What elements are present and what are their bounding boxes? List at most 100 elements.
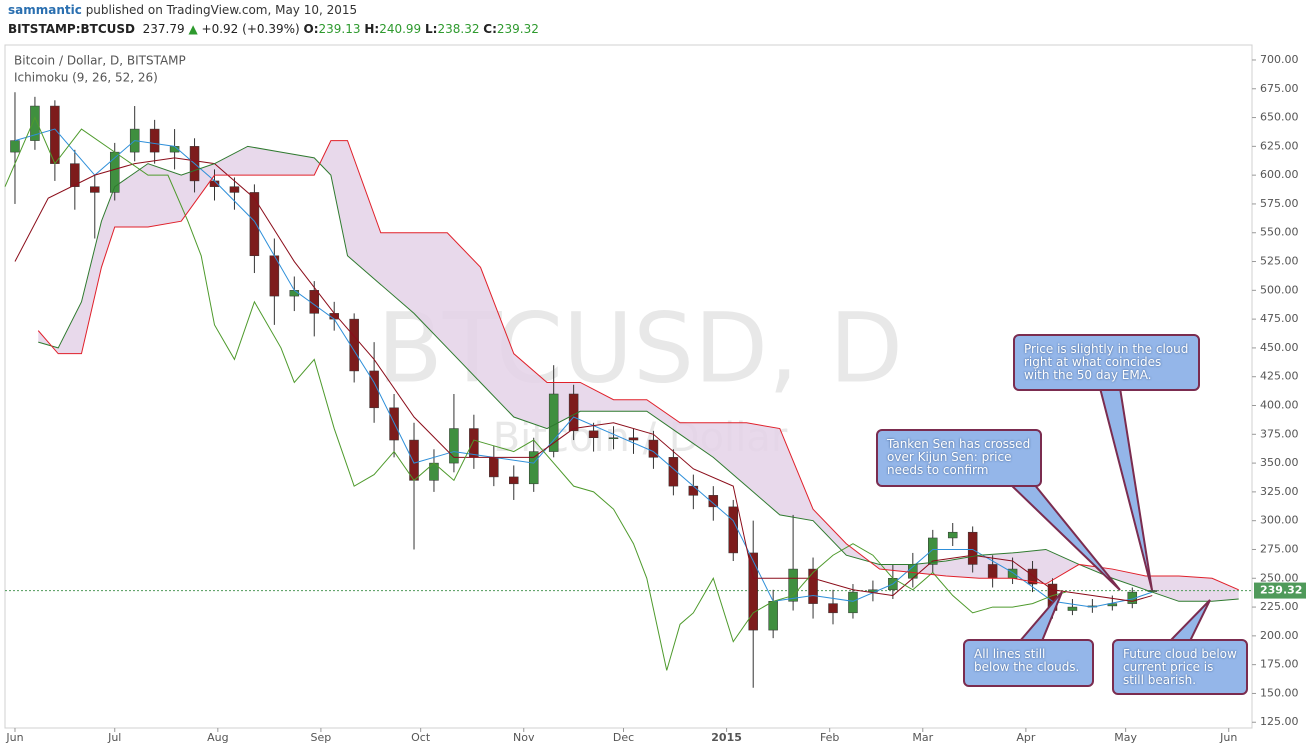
candle-body [528, 451, 539, 485]
callout: All lines still below the clouds. [963, 639, 1094, 687]
x-tick-label: 2015 [711, 731, 742, 744]
y-tick-label: 600.00 [1260, 168, 1299, 181]
candle-body [828, 603, 838, 614]
y-tick-label: 525.00 [1260, 255, 1299, 268]
candle-body [1027, 568, 1038, 585]
last-price-label: 239.32 [1260, 584, 1302, 597]
candle-body [369, 370, 379, 409]
y-tick-label: 175.00 [1260, 658, 1299, 671]
y-tick-label: 150.00 [1260, 686, 1299, 699]
candle-body [967, 531, 978, 565]
x-tick-label: Feb [820, 731, 839, 744]
symbol: BITSTAMP:BTCUSD [8, 22, 136, 36]
x-tick-label: Jun [1219, 731, 1237, 744]
candle-body [70, 163, 80, 187]
candle-body [1067, 606, 1078, 611]
candle-body [30, 105, 40, 141]
indicator-line [38, 145, 1239, 602]
y-tick-label: 125.00 [1260, 715, 1299, 728]
arrow [1167, 599, 1211, 642]
indicator-label: Ichimoku (9, 26, 52, 26) [14, 71, 158, 85]
x-tick-label: Sep [311, 731, 332, 744]
y-tick-label: 250.00 [1260, 571, 1299, 584]
indicator-line [4, 116, 1066, 671]
y-tick-label: 400.00 [1260, 399, 1299, 412]
candle-body [628, 437, 639, 441]
candle-body [389, 407, 399, 441]
indicator-line [14, 157, 1153, 602]
cloud [38, 140, 1239, 602]
candle-body [349, 318, 359, 372]
candle-body [928, 537, 938, 565]
y-tick-label: 325.00 [1260, 485, 1299, 498]
y-tick-label: 450.00 [1260, 341, 1299, 354]
y-tick-label: 275.00 [1260, 542, 1299, 555]
y-tick-label: 625.00 [1260, 139, 1299, 152]
h-label: H: [364, 22, 380, 36]
c-label: C: [483, 22, 497, 36]
callout: Future cloud below current price is stil… [1112, 639, 1248, 695]
callout: Price is slightly in the cloud right at … [1013, 334, 1200, 391]
author[interactable]: sammantic [8, 3, 82, 17]
x-tick-label: Apr [1016, 731, 1036, 744]
candle-body [1107, 603, 1118, 607]
plot-frame [4, 44, 1253, 729]
h: 240.99 [379, 22, 422, 36]
y-tick-label: 375.00 [1260, 427, 1299, 440]
x-tick-label: Aug [207, 731, 228, 744]
x-tick-label: Oct [411, 731, 431, 744]
publish-line: sammantic published on TradingView.com, … [8, 3, 357, 17]
y-tick-label: 575.00 [1260, 197, 1299, 210]
candle-body [668, 457, 679, 487]
candle-body [229, 186, 240, 193]
o: 239.13 [318, 22, 361, 36]
y-tick-label: 425.00 [1260, 370, 1299, 383]
y-tick-label: 200.00 [1260, 629, 1299, 642]
x-tick-label: May [1114, 731, 1137, 744]
last: 237.79 [142, 22, 185, 36]
candle-body [449, 428, 459, 464]
candle-body [90, 186, 100, 193]
arrow [1098, 387, 1153, 591]
x-tick-label: Mar [912, 731, 933, 744]
quote-line: BITSTAMP:BTCUSD 237.79 ▲ +0.92 (+0.39%) … [8, 22, 539, 36]
y-tick-label: 650.00 [1260, 111, 1299, 124]
x-tick-label: Dec [613, 731, 634, 744]
up-arrow: ▲ [188, 22, 198, 36]
candle-body [708, 495, 719, 508]
candle-body [608, 437, 619, 440]
candle-body [848, 591, 858, 614]
y-tick-label: 675.00 [1260, 82, 1299, 95]
published: published on TradingView.com, May 10, 20… [85, 3, 358, 17]
candle-body [788, 568, 798, 602]
candle-body [648, 439, 659, 458]
candle-body [808, 568, 818, 604]
candle-body [588, 430, 599, 439]
indicator-line [37, 140, 1239, 591]
y-tick-label: 300.00 [1260, 514, 1299, 527]
c: 239.32 [496, 22, 539, 36]
l: 238.32 [437, 22, 480, 36]
change: +0.92 (+0.39%) [201, 22, 300, 36]
y-tick-label: 225.00 [1260, 600, 1299, 613]
y-tick-label: 475.00 [1260, 312, 1299, 325]
x-tick-label: Jul [107, 731, 121, 744]
y-tick-label: 700.00 [1260, 53, 1299, 66]
last-price-tag [1254, 582, 1306, 599]
candle-body [509, 476, 519, 485]
chart-title: Bitcoin / Dollar, D, BITSTAMP [14, 54, 186, 68]
y-tick-label: 550.00 [1260, 226, 1299, 239]
callout: Tanken Sen has crossed over Kijun Sen: p… [876, 429, 1042, 487]
arrow [1007, 483, 1121, 591]
candle-body [748, 552, 758, 631]
y-tick-label: 500.00 [1260, 283, 1299, 296]
l-label: L: [425, 22, 438, 36]
candle-body [149, 128, 160, 153]
y-tick-label: 350.00 [1260, 456, 1299, 469]
candle-body [947, 531, 958, 539]
x-tick-label: Jun [5, 731, 23, 744]
arrow [1017, 591, 1063, 642]
